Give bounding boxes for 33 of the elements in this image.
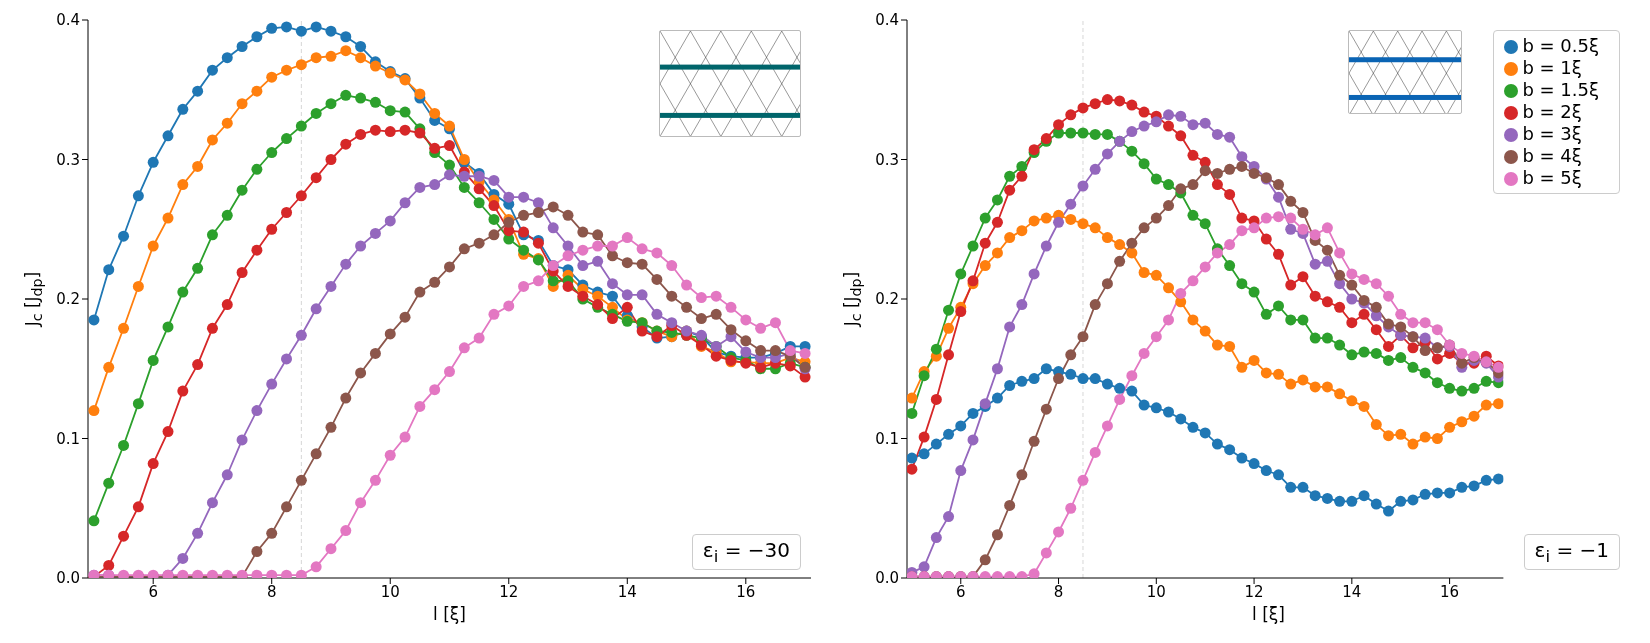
x-tick-label: 16 (736, 582, 756, 601)
legend-label: b = 5ξ (1522, 167, 1582, 188)
y-tick-label: 0.3 (875, 150, 899, 169)
x-tick-label: 8 (266, 582, 277, 601)
legend-label: b = 4ξ (1522, 145, 1582, 166)
x-tick-label: 10 (1146, 582, 1166, 601)
x-tick-label: 10 (380, 582, 400, 601)
legend-label: b = 1.5ξ (1522, 79, 1599, 100)
y-tick-label: 0.1 (875, 429, 899, 448)
y-tick-label: 0.3 (56, 150, 80, 169)
x-tick-label: 12 (1244, 582, 1264, 601)
x-tick-label: 14 (617, 582, 637, 601)
legend-label: b = 0.5ξ (1522, 35, 1599, 56)
legend-label: b = 3ξ (1522, 123, 1582, 144)
y-tick-label: 0.2 (56, 290, 80, 309)
x-axis-title: l [ξ] (1251, 604, 1286, 624)
y-tick-label: 0.4 (56, 11, 80, 30)
legend-label: b = 1ξ (1522, 57, 1582, 78)
y-tick-label: 0.0 (56, 569, 80, 588)
annotation: ε$_{i}$ = −30 (691, 534, 801, 570)
x-tick-label: 8 (1053, 582, 1064, 601)
x-tick-label: 6 (956, 582, 966, 601)
x-tick-label: 12 (499, 582, 519, 601)
legend-label: b = 2ξ (1522, 101, 1582, 122)
y-tick-label: 0.4 (875, 11, 899, 30)
x-tick-label: 14 (1342, 582, 1362, 601)
x-tick-label: 16 (1440, 582, 1460, 601)
x-axis-title: l [ξ] (432, 604, 467, 624)
text: ε$_{i}$ = −1 (1523, 534, 1620, 570)
y-tick-label: 0.0 (875, 569, 899, 588)
x-tick-label: 6 (148, 582, 158, 601)
y-tick-label: 0.1 (56, 429, 80, 448)
y-tick-label: 0.2 (875, 290, 899, 309)
